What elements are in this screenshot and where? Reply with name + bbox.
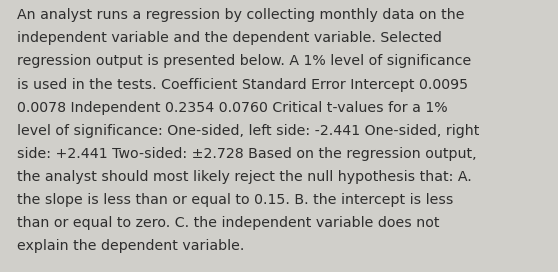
Text: 0.0078 Independent 0.2354 0.0760 Critical t-values for a 1%: 0.0078 Independent 0.2354 0.0760 Critica… [17,101,448,115]
Text: the slope is less than or equal to 0.15. B. the intercept is less: the slope is less than or equal to 0.15.… [17,193,453,207]
Text: than or equal to zero. C. the independent variable does not: than or equal to zero. C. the independen… [17,216,439,230]
Text: regression output is presented below. A 1% level of significance: regression output is presented below. A … [17,54,471,68]
Text: side: +2.441 Two-sided: ±2.728 Based on the regression output,: side: +2.441 Two-sided: ±2.728 Based on … [17,147,477,161]
Text: explain the dependent variable.: explain the dependent variable. [17,239,244,253]
Text: An analyst runs a regression by collecting monthly data on the: An analyst runs a regression by collecti… [17,8,464,22]
Text: level of significance: One-sided, left side: -2.441 One-sided, right: level of significance: One-sided, left s… [17,124,479,138]
Text: the analyst should most likely reject the null hypothesis that: A.: the analyst should most likely reject th… [17,170,472,184]
Text: independent variable and the dependent variable. Selected: independent variable and the dependent v… [17,31,441,45]
Text: is used in the tests. Coefficient Standard Error Intercept 0.0095: is used in the tests. Coefficient Standa… [17,78,468,91]
